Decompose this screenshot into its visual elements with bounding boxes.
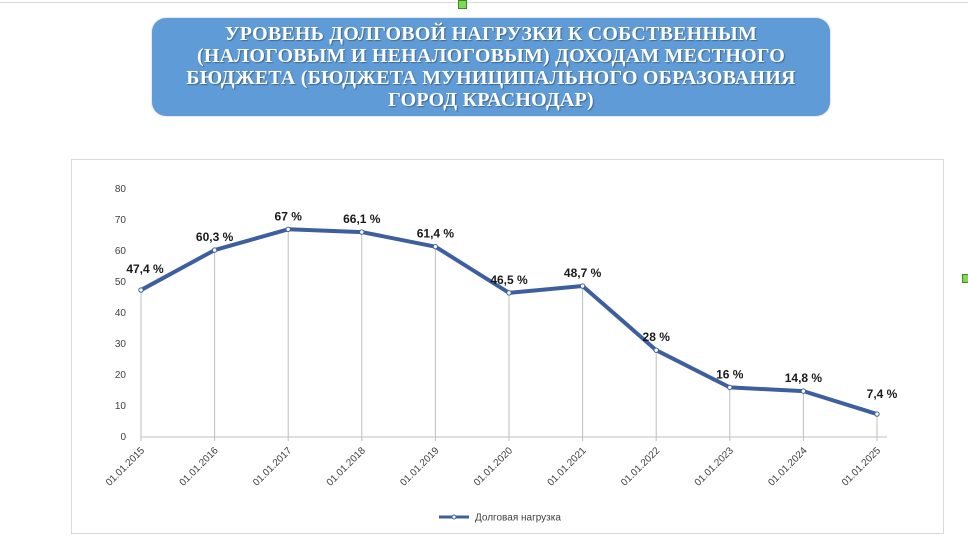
- x-tick-label: 01.01.2021: [546, 445, 589, 488]
- x-tick-label: 01.01.2015: [104, 445, 147, 488]
- x-tick-label: 01.01.2018: [325, 445, 368, 488]
- selection-handle-top[interactable]: [458, 0, 467, 9]
- legend-label: Долговая нагрузка: [475, 513, 561, 524]
- title-banner: УРОВЕНЬ ДОЛГОВОЙ НАГРУЗКИ К СОБСТВЕННЫМ …: [152, 18, 830, 116]
- data-point: [874, 411, 880, 417]
- data-label: 7,4 %: [867, 387, 898, 401]
- data-label: 14,8 %: [785, 371, 823, 385]
- data-label: 60,3 %: [196, 230, 234, 244]
- data-label: 48,7 %: [564, 266, 602, 280]
- data-point: [432, 243, 439, 250]
- y-tick-label: 70: [115, 215, 127, 226]
- data-point: [211, 247, 218, 253]
- x-tick-label: 01.01.2017: [251, 445, 294, 488]
- x-tick-label: 01.01.2023: [693, 445, 736, 488]
- legend-marker: [451, 514, 457, 520]
- x-tick-label: 01.01.2020: [472, 445, 515, 488]
- y-tick-label: 50: [115, 277, 127, 288]
- chart-title: УРОВЕНЬ ДОЛГОВОЙ НАГРУЗКИ К СОБСТВЕННЫМ …: [186, 23, 796, 111]
- data-label: 47,4 %: [126, 262, 164, 276]
- data-point: [506, 290, 512, 296]
- data-point: [579, 283, 586, 289]
- y-tick-label: 20: [115, 370, 127, 381]
- y-tick-label: 60: [115, 246, 127, 257]
- y-tick-label: 10: [115, 401, 127, 412]
- data-label: 66,1 %: [343, 212, 381, 226]
- data-point: [653, 347, 659, 353]
- y-tick-label: 30: [115, 339, 127, 350]
- x-tick-label: 01.01.2019: [398, 445, 441, 488]
- data-point: [138, 287, 144, 293]
- y-tick-label: 40: [115, 308, 127, 319]
- selection-handle-right[interactable]: [962, 274, 968, 283]
- top-rule: [0, 2, 968, 3]
- data-point: [285, 226, 291, 233]
- x-tick-label: 01.01.2024: [766, 445, 809, 488]
- chart-frame: 0 10 20 30 40 50 60 70 80 01.01.2015 01.01.2016 01.…: [71, 159, 944, 534]
- data-point: [800, 388, 807, 394]
- data-label: 46,5 %: [490, 273, 528, 287]
- line-chart: 0 10 20 30 40 50 60 70 80 01.01.2015 01.01.2016 01.…: [104, 184, 898, 524]
- data-label: 67 %: [275, 209, 303, 223]
- data-label: 16 %: [716, 367, 744, 381]
- data-point: [727, 384, 733, 391]
- x-tick-label: 01.01.2016: [178, 445, 221, 488]
- y-tick-label: 0: [120, 432, 126, 443]
- x-tick-label: 01.01.2025: [840, 445, 883, 488]
- data-label: 61,4 %: [417, 227, 455, 241]
- y-tick-label: 80: [115, 184, 127, 195]
- x-tick-label: 01.01.2022: [619, 445, 662, 488]
- data-point: [359, 229, 365, 235]
- data-label: 28 %: [643, 330, 671, 344]
